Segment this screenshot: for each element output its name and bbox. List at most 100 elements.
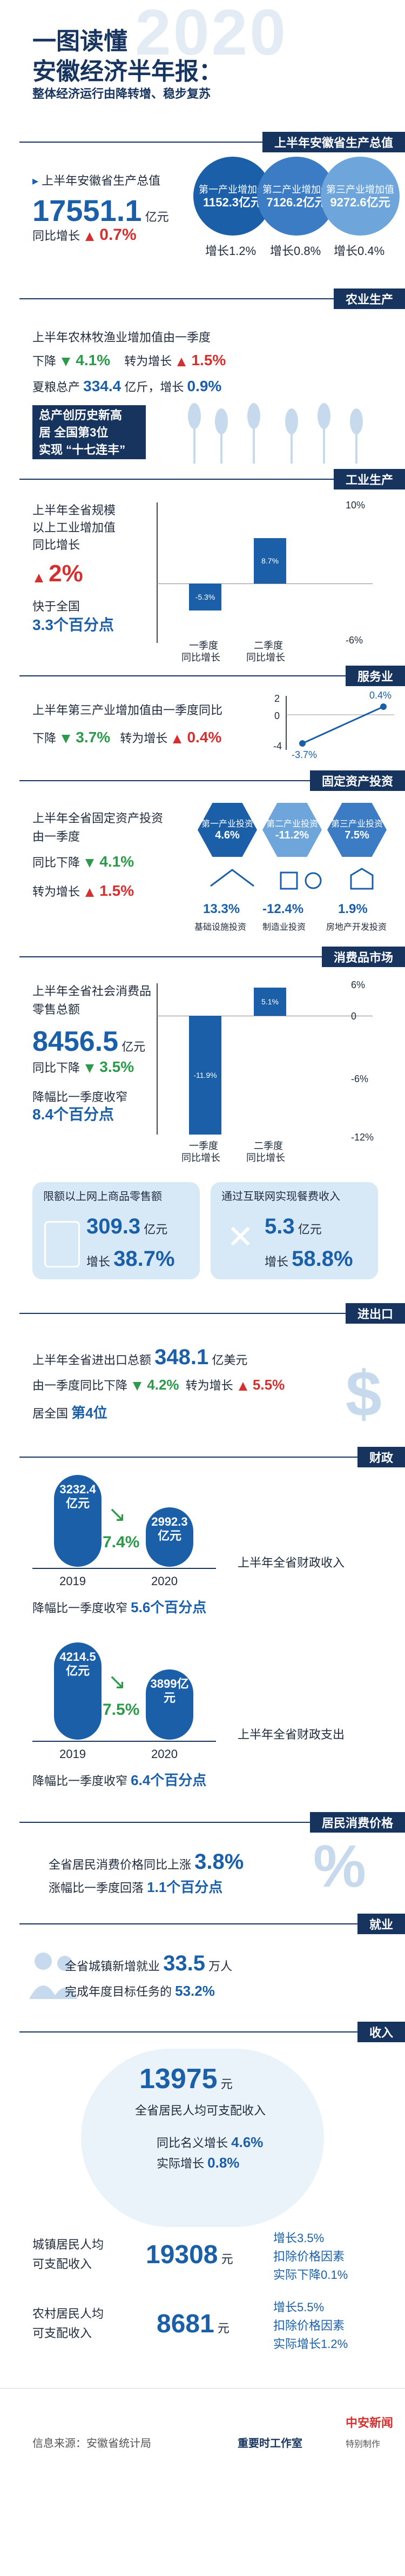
service-drop-label: 下降 [32, 732, 57, 745]
consume-cat1b: 同比增长 [181, 1152, 220, 1163]
invest-turn-row: 转为增长 1.5% [32, 883, 134, 900]
urban-label2: 可支配收入 [32, 2257, 92, 2271]
card1-growth: 38.7% [113, 1247, 175, 1271]
card1-title: 限额以上网上商品零售额 [43, 1191, 162, 1203]
service-axis-bottom: -4 [273, 741, 282, 752]
trade-drop: 4.2% [147, 1377, 179, 1393]
industry-value: 2% [49, 560, 83, 587]
service-drop: 3.7% [76, 729, 111, 746]
card2-value-row: 5.3 亿元 [265, 1213, 322, 1243]
consume-line2: 零售总额 [32, 1003, 80, 1016]
service-line: 上半年第三产业增加值由一季度同比 [32, 703, 223, 717]
card2-value: 5.3 [265, 1215, 295, 1238]
trade-rank-row: 居全国 第4位 [32, 1405, 107, 1422]
urban-real1: 扣除价格因素 [273, 2250, 345, 2263]
service-axis-top: 2 [274, 693, 280, 704]
industry-cat2b: 同比增长 [246, 652, 285, 663]
tag-industry: 工业生产 [333, 469, 405, 489]
footer-brand3: 特别制作 [346, 2440, 381, 2449]
industry-bar-q1: -5.3% [189, 583, 221, 611]
industry-cat1b: 同比增长 [181, 652, 220, 663]
industry-3-name: 第三产业增加值 [326, 184, 394, 195]
urban-unit: 元 [221, 2252, 233, 2266]
rural-unit: 元 [217, 2322, 230, 2335]
card2-growth: 58.8% [292, 1247, 353, 1271]
rural-label2: 可支配收入 [32, 2326, 92, 2340]
rule-cpi [19, 1822, 405, 1823]
consume-drop-label: 同比下降 [32, 1061, 80, 1075]
industry-1-name: 第一产业增加值 [199, 184, 267, 195]
industry-cat2: 二季度 [254, 640, 283, 651]
income-real: 0.8% [207, 2155, 240, 2171]
card1-unit: 亿元 [144, 1223, 168, 1236]
service-axis-mid: 0 [274, 710, 280, 721]
tag-invest: 固定资产投资 [309, 770, 405, 791]
agri-summer-growth: 0.9% [187, 378, 222, 394]
exp-narrow-value: 6.4个百分点 [131, 1772, 207, 1788]
gdp-value: 17551.1 [32, 193, 142, 227]
service-point-1: -3.7% [292, 749, 318, 760]
footer-divider [0, 2388, 405, 2389]
invest-line2: 由一季度 [32, 830, 80, 843]
industry-circle-1: 第一产业增加值 1152.3亿元 [193, 157, 272, 236]
invest-turn-label: 转为增长 [32, 885, 80, 898]
rule-invest [19, 780, 405, 781]
tag-gdp: 上半年安徽省生产总值 [262, 132, 405, 152]
rule-gdp [19, 142, 405, 143]
invest-turn: 1.5% [99, 882, 134, 899]
industry-cat1: 一季度 [189, 640, 218, 651]
employ-line1: 全省城镇新增就业 33.5 万人 [65, 1950, 232, 1980]
industry-3-growth: 增长0.4% [334, 244, 385, 258]
employ-unit: 万人 [208, 1960, 233, 1973]
income-ellipse [81, 2049, 324, 2227]
tag-employ: 就业 [357, 1914, 405, 1934]
consume-cat2: 二季度 [254, 1141, 283, 1151]
rev-narrow-row: 降幅比一季度收窄 5.6个百分点 [32, 1599, 206, 1616]
arrow-up-icon [238, 1382, 247, 1391]
invest-drop-row: 同比下降 4.1% [32, 854, 134, 871]
card2-unit: 亿元 [298, 1223, 322, 1236]
consume-axis-top: 6% [351, 980, 366, 990]
agri-turn: 1.5% [191, 352, 226, 368]
exp-down-arrow-icon: ↘ [108, 1670, 126, 1694]
trade-line2: 由一季度同比下降 [32, 1379, 128, 1392]
consume-narrow: 8.4个百分点 [32, 1106, 114, 1123]
tag-finance: 财政 [357, 1447, 405, 1467]
card1-growth-label: 增长 [86, 1255, 111, 1269]
exp-baseline [32, 1741, 216, 1742]
footer-source: 信息来源：安徽省统计局 [32, 2438, 151, 2450]
card2-growth-label: 增长 [265, 1255, 289, 1269]
trade-turn-label: 转为增长 [185, 1379, 233, 1392]
income-nominal-label: 同比名义增长 [157, 2136, 228, 2150]
consume-axis-mid: -6% [351, 1074, 369, 1084]
invest-sub-1-value: 13.3% [203, 902, 240, 916]
header-line2: 安徽经济半年报： [32, 58, 222, 85]
arrow-down-icon [62, 358, 71, 367]
arrow-down-icon [85, 859, 94, 868]
invest-hex-3: 第三产业投资 7.5% [327, 803, 387, 857]
cpi-line1-pre: 全省居民消费价格同比上涨 [49, 1858, 192, 1871]
invest-hex-2: 第二产业投资 -11.2% [262, 803, 322, 857]
card1-value: 309.3 [86, 1215, 141, 1238]
employ-line2: 完成年度目标任务的 53.2% [65, 1983, 215, 2000]
rural-value: 8681 [157, 2310, 214, 2338]
arrow-right-icon: ▸ [32, 174, 39, 187]
income-real-row: 实际增长 0.8% [157, 2155, 239, 2172]
invest-hex-3-value: 7.5% [345, 829, 369, 841]
industry-zero-line [157, 583, 373, 584]
rev-label: 上半年全省财政收入 [238, 1556, 345, 1569]
employ-line1-pre: 全省城镇新增就业 [65, 1960, 160, 1973]
invest-hex-2-value: -11.2% [275, 829, 309, 841]
exp-narrow-row: 降幅比一季度收窄 6.4个百分点 [32, 1772, 206, 1789]
online-retail-card [32, 1182, 200, 1279]
rural-growth: 增长5.5% [273, 2300, 325, 2314]
fork-knife-icon: ✕ [227, 1219, 254, 1255]
industry-2-name: 第二产业增加值 [262, 184, 330, 195]
rule-trade [19, 1313, 405, 1314]
industry-2-value: 7126.2亿元 [266, 196, 327, 209]
invest-sub-2-value: -12.4% [262, 902, 304, 916]
agri-line1: 上半年农林牧渔业增加值由一季度 [32, 331, 211, 344]
invest-hex-2-name: 第二产业投资 [266, 820, 318, 829]
industry-circle-3: 第三产业增加值 9272.6亿元 [321, 157, 400, 236]
industry-axis [157, 502, 158, 643]
